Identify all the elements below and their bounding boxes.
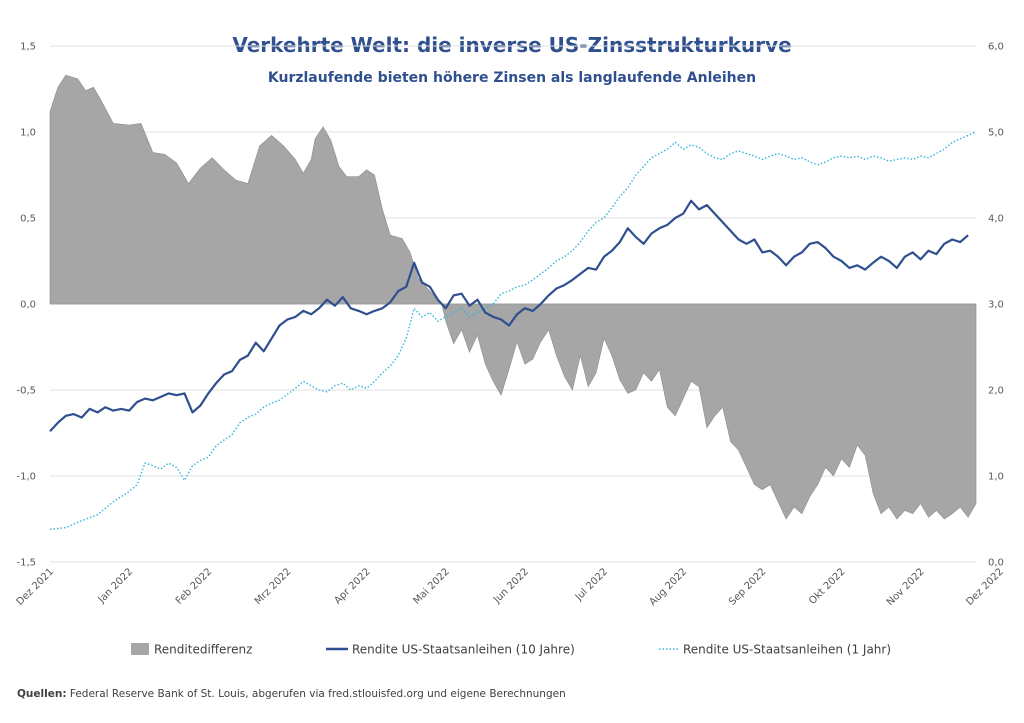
line-layer <box>49 131 977 530</box>
x-axis-tick-label: Nov 2022 <box>885 566 927 608</box>
right-axis-tick-label: 6,0 <box>988 42 1004 53</box>
x-axis-tick-label: Feb 2022 <box>174 566 215 607</box>
left-axis-tick-label: -1,5 <box>16 558 36 569</box>
left-axis-tick-label: 0,0 <box>20 300 36 311</box>
series-line-1-jahr <box>49 131 977 530</box>
source-text: Federal Reserve Bank of St. Louis, abger… <box>66 688 566 700</box>
right-axis-tick-label: 2,0 <box>988 386 1004 397</box>
x-axis-tick-label: Apr 2022 <box>332 566 372 606</box>
legend-swatch-renditedifferenz <box>131 643 149 655</box>
series-area-renditedifferenz <box>49 74 977 520</box>
x-axis-tick-label: Okt 2022 <box>807 566 847 606</box>
series-line-10-jahre <box>49 199 969 433</box>
legend-label-1-jahr: Rendite US-Staatsanleihen (1 Jahr) <box>683 643 891 657</box>
right-axis-tick-label: 5,0 <box>988 128 1004 139</box>
left-axis-tick-label: -1,0 <box>16 472 36 483</box>
right-axis-tick-label: 3,0 <box>988 300 1004 311</box>
x-axis-tick-label: Jan 2022 <box>96 566 136 606</box>
right-axis-tick-label: 4,0 <box>988 214 1004 225</box>
left-axis-tick-label: -0,5 <box>16 386 36 397</box>
x-axis-tick-label: Aug 2022 <box>647 566 689 608</box>
legend-label-10-jahre: Rendite US-Staatsanleihen (10 Jahre) <box>352 643 575 657</box>
right-axis-tick-label: 1,0 <box>988 472 1004 483</box>
x-axis-tick-label: Dez 2021 <box>15 566 57 608</box>
x-axis-tick-label: Jul 2022 <box>573 566 610 603</box>
x-axis-tick-label: Sep 2022 <box>727 566 768 607</box>
left-axis-tick-label: 1,5 <box>20 42 36 53</box>
left-axis-tick-label: 0,5 <box>20 214 36 225</box>
x-axis-tick-label: Mai 2022 <box>411 566 451 606</box>
chart-title: Verkehrte Welt: die inverse US-Zinsstruk… <box>232 33 791 57</box>
right-axis-tick-label: 0,0 <box>988 558 1004 569</box>
x-axis-tick-label: Dez 2022 <box>964 566 1006 608</box>
x-axis-tick-label: Mrz 2022 <box>253 566 294 607</box>
left-axis-tick-label: 1,0 <box>20 128 36 139</box>
legend: Renditedifferenz Rendite US-Staatsanleihe… <box>131 643 891 657</box>
source-label: Quellen: <box>17 688 67 700</box>
legend-label-renditedifferenz: Renditedifferenz <box>154 643 252 657</box>
x-axis-tick-label: Jun 2022 <box>491 566 531 606</box>
chart-subtitle: Kurzlaufende bieten höhere Zinsen als la… <box>268 70 756 86</box>
area-layer <box>49 74 977 520</box>
source-note: Quellen: Federal Reserve Bank of St. Lou… <box>17 688 566 700</box>
